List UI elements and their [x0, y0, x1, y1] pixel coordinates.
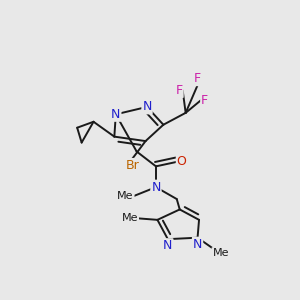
Text: F: F: [201, 94, 208, 106]
Text: F: F: [194, 72, 201, 85]
Text: Me: Me: [122, 213, 138, 224]
Text: Me: Me: [117, 191, 134, 201]
Text: Br: Br: [125, 159, 139, 172]
Text: N: N: [151, 181, 160, 194]
Text: Me: Me: [212, 248, 229, 258]
Text: N: N: [111, 108, 121, 121]
Text: N: N: [142, 100, 152, 113]
Text: F: F: [176, 84, 183, 97]
Text: N: N: [193, 238, 202, 251]
Text: O: O: [177, 155, 187, 168]
Text: N: N: [163, 239, 172, 252]
